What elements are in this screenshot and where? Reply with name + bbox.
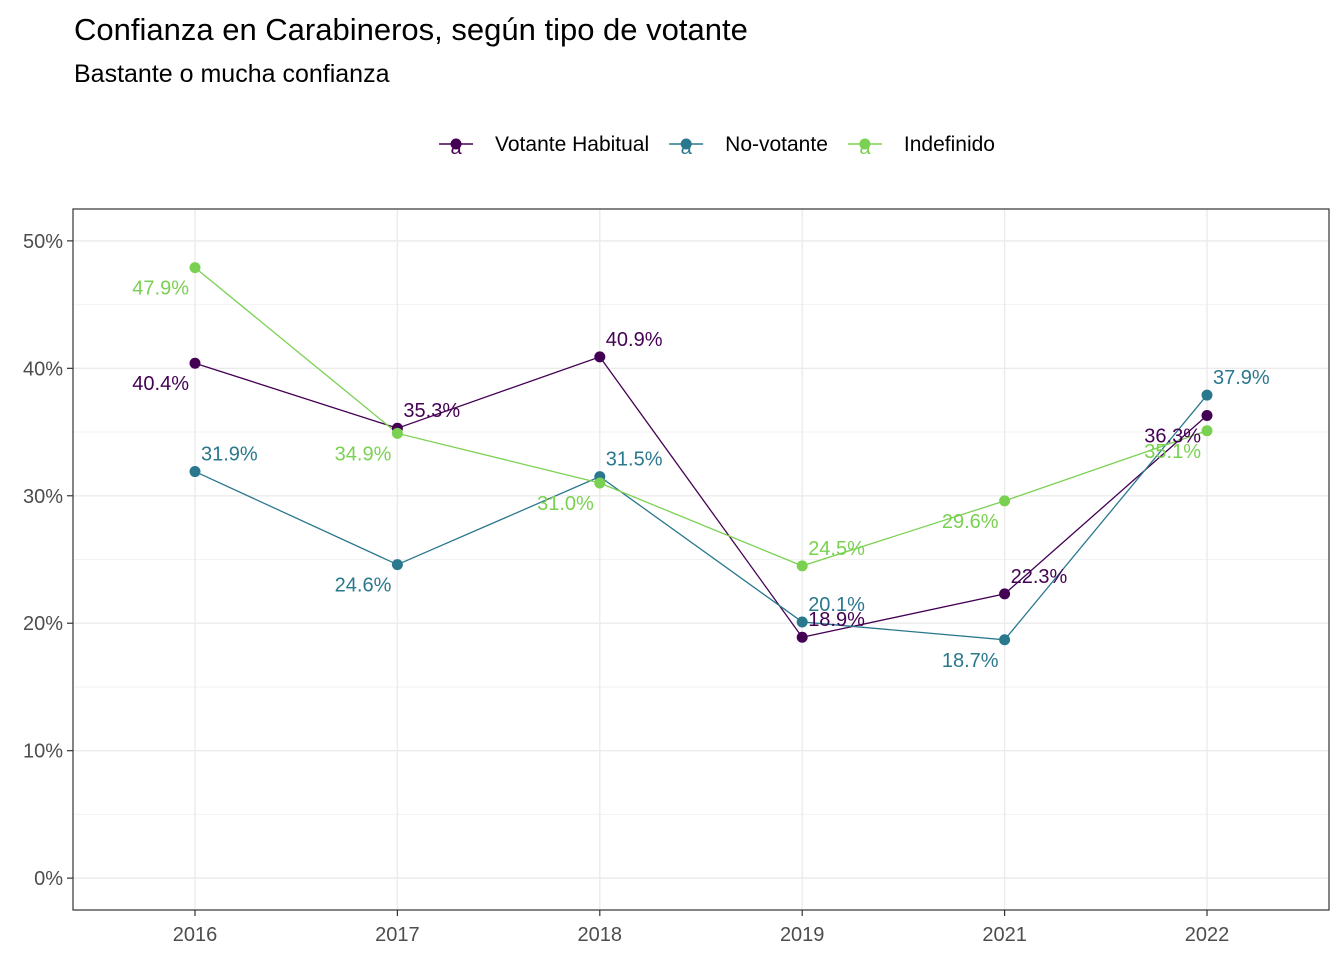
- data-point: [1201, 425, 1213, 437]
- x-tick-label: 2017: [375, 924, 420, 946]
- data-label: 35.3%: [403, 400, 460, 422]
- panel-border: [72, 208, 1330, 911]
- legend-key-glyph: a: [859, 137, 871, 159]
- data-label: 47.9%: [132, 278, 189, 300]
- data-label: 35.1%: [1144, 441, 1201, 463]
- data-point: [796, 631, 808, 643]
- legend-label: Votante Habitual: [495, 133, 649, 156]
- data-label: 24.6%: [335, 575, 392, 597]
- x-tick-label: 2016: [173, 924, 218, 946]
- legend-key-point: [859, 138, 871, 150]
- legend-key-glyph: a: [450, 137, 462, 159]
- x-tick-label: 2022: [1185, 924, 1230, 946]
- data-point: [1201, 409, 1213, 421]
- data-label: 24.5%: [808, 538, 865, 560]
- data-label: 31.0%: [537, 493, 594, 515]
- y-tick-label: 30%: [23, 486, 63, 508]
- x-tick-label: 2019: [780, 924, 825, 946]
- series-line: [194, 356, 1208, 638]
- grid: [73, 209, 1329, 910]
- data-point: [1201, 389, 1213, 401]
- data-point: [999, 495, 1011, 507]
- data-point: [189, 357, 201, 369]
- data-label: 29.6%: [942, 511, 999, 533]
- y-tick-label: 10%: [23, 741, 63, 763]
- legend-key-point: [450, 138, 462, 150]
- data-label: 36.3%: [1144, 425, 1201, 447]
- data-point: [999, 588, 1011, 600]
- data-label: 37.9%: [1213, 367, 1270, 389]
- data-label: 40.9%: [606, 329, 663, 351]
- legend-key-point: [680, 138, 692, 150]
- data-point: [594, 477, 606, 489]
- x-tick-label: 2018: [578, 924, 623, 946]
- x-tick-label: 2021: [982, 924, 1027, 946]
- y-tick-label: 40%: [23, 358, 63, 380]
- data-point: [391, 559, 403, 571]
- legend-label: Indefinido: [904, 133, 995, 156]
- data-label: 20.1%: [808, 594, 865, 616]
- legend-label: No-votante: [725, 133, 828, 156]
- legend: a Votante Habitual a No-votante a Indefinido: [439, 133, 995, 159]
- y-tick-label: 50%: [23, 231, 63, 253]
- series-line: [194, 267, 1208, 567]
- data-point: [391, 427, 403, 439]
- data-point: [796, 616, 808, 628]
- data-point: [999, 634, 1011, 646]
- data-point: [189, 262, 201, 274]
- data-point: [796, 560, 808, 572]
- chart-title: Confianza en Carabineros, según tipo de …: [74, 12, 748, 47]
- data-point: [189, 466, 201, 478]
- chart-subtitle: Bastante o mucha confianza: [74, 60, 390, 88]
- y-tick-label: 0%: [34, 868, 63, 890]
- data-label: 40.4%: [132, 373, 189, 395]
- series-line: [194, 394, 1208, 641]
- data-label: 31.5%: [606, 449, 663, 471]
- data-point: [594, 351, 606, 363]
- data-label: 34.9%: [335, 443, 392, 465]
- data-label: 22.3%: [1011, 566, 1068, 588]
- legend-key-glyph: a: [681, 137, 693, 159]
- data-label: 18.9%: [808, 609, 865, 631]
- y-tick-label: 20%: [23, 613, 63, 635]
- data-label: 18.7%: [942, 650, 999, 672]
- data-label: 31.9%: [201, 444, 258, 466]
